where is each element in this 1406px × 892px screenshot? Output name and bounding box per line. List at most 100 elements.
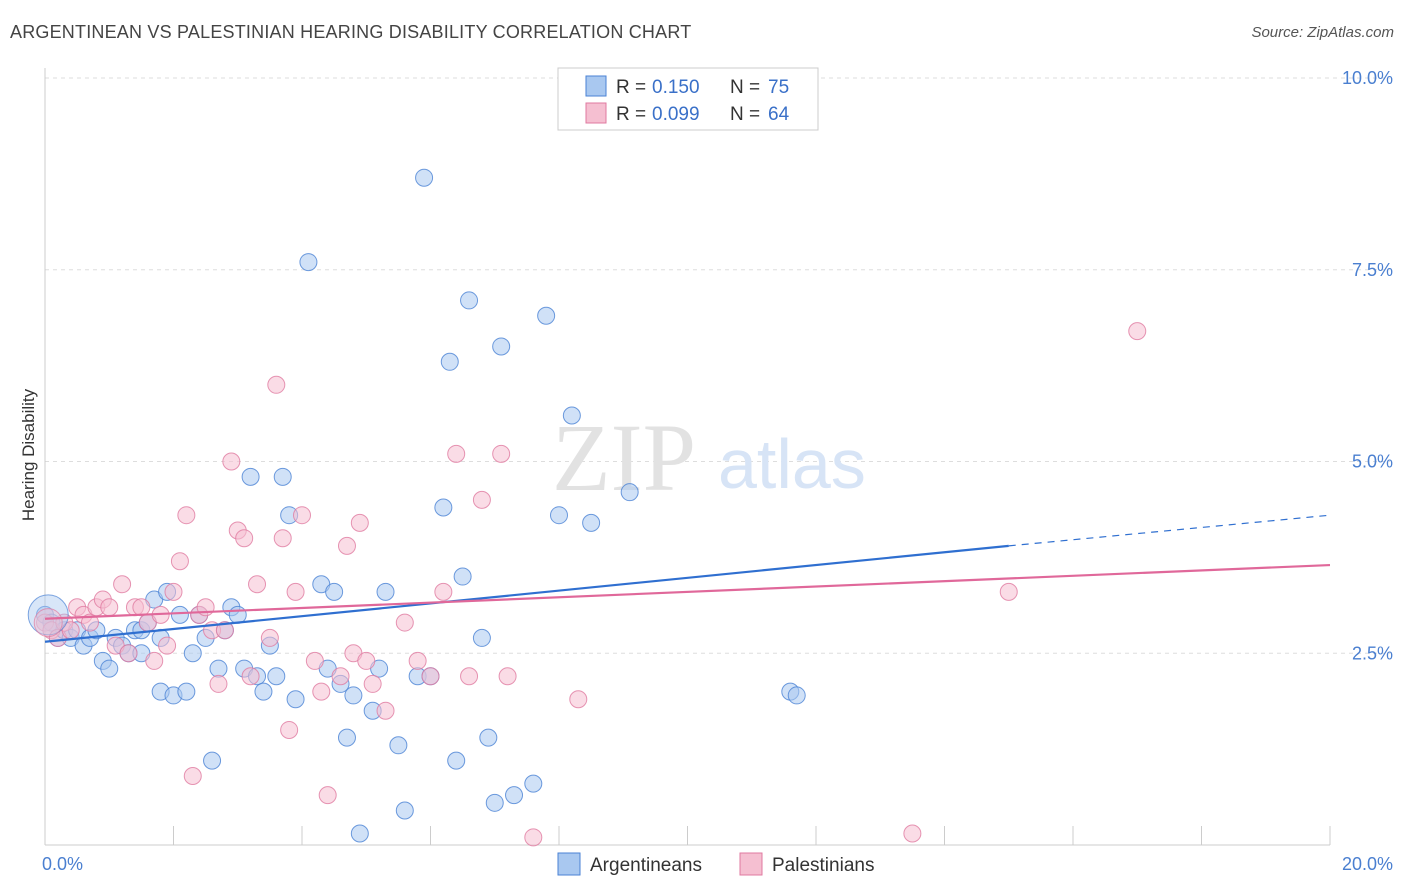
palestinian-point xyxy=(524,828,543,847)
bottom-legend-swatch-palestinians xyxy=(739,852,763,876)
argentinean-point xyxy=(440,352,459,371)
legend-r-label: R = xyxy=(616,104,646,125)
argentinean-point xyxy=(100,659,119,678)
argentinean-point xyxy=(562,406,581,425)
palestinian-point xyxy=(305,651,324,670)
argentinean-point xyxy=(350,824,369,843)
palestinian-point xyxy=(498,667,517,686)
palestinian-trend-line xyxy=(44,563,1331,620)
palestinian-point xyxy=(260,628,279,647)
data-points xyxy=(27,168,1147,847)
argentinean-cluster-point xyxy=(27,594,69,636)
argentinean-point xyxy=(389,736,408,755)
argentinean-point xyxy=(479,728,498,747)
watermark-atlas: atlas xyxy=(718,425,866,503)
palestinian-point xyxy=(312,682,331,701)
argentinean-point xyxy=(267,667,286,686)
palestinian-point xyxy=(241,667,260,686)
palestinian-point xyxy=(209,674,228,693)
y-tick-label: 5.0% xyxy=(1352,452,1393,472)
palestinian-point xyxy=(350,513,369,532)
bottom-legend-swatch-argentineans xyxy=(557,852,581,876)
argentinean-point xyxy=(241,467,260,486)
palestinian-point xyxy=(145,651,164,670)
palestinian-point xyxy=(1128,322,1147,341)
bottom-legend-argentineans: Argentineans xyxy=(590,855,702,876)
argentinean-trend-line xyxy=(44,544,1009,643)
argentinean-point xyxy=(376,582,395,601)
argentinean-point xyxy=(447,751,466,770)
argentinean-point xyxy=(183,644,202,663)
palestinian-point xyxy=(235,529,254,548)
legend-swatch-argentineans xyxy=(585,75,607,97)
palestinian-point xyxy=(408,651,427,670)
source-label: Source: ZipAtlas.com xyxy=(1251,24,1394,41)
x-tick-labels: 0.0% 20.0% xyxy=(42,854,1393,874)
palestinian-point xyxy=(363,674,382,693)
argentinean-point xyxy=(337,728,356,747)
palestinian-point xyxy=(183,766,202,785)
palestinian-point xyxy=(273,529,292,548)
y-tick-label: 7.5% xyxy=(1352,260,1393,280)
argentinean-point xyxy=(325,582,344,601)
argentinean-point xyxy=(582,513,601,532)
trend-lines xyxy=(44,514,1331,643)
argentinean-point xyxy=(485,793,504,812)
argentinean-point xyxy=(524,774,543,793)
palestinian-point xyxy=(447,444,466,463)
legend-swatch-palestinians xyxy=(585,102,607,124)
argentinean-point xyxy=(492,337,511,356)
grid xyxy=(45,77,1390,654)
y-tick-label: 10.0% xyxy=(1342,68,1393,88)
argentinean-point xyxy=(273,467,292,486)
palestinian-point xyxy=(267,375,286,394)
axes xyxy=(44,68,1331,846)
palestinian-point xyxy=(331,667,350,686)
palestinian-point xyxy=(158,636,177,655)
y-axis-label: Hearing Disability xyxy=(19,388,38,521)
argentinean-point xyxy=(472,628,491,647)
palestinian-point xyxy=(293,506,311,525)
palestinian-point xyxy=(569,690,588,709)
legend-n-label: N = xyxy=(730,104,760,125)
palestinian-point xyxy=(492,444,511,463)
palestinian-point xyxy=(222,452,241,471)
argentinean-point xyxy=(434,498,453,517)
argentinean-point xyxy=(505,786,524,805)
palestinian-point xyxy=(421,667,440,686)
palestinian-point xyxy=(177,506,196,525)
palestinian-point xyxy=(80,613,99,632)
argentinean-point xyxy=(228,605,247,624)
palestinian-point xyxy=(170,552,189,571)
top-legend: R = 0.150 N = 75 R = 0.099 N = 64 xyxy=(557,67,819,131)
palestinian-point xyxy=(395,613,414,632)
palestinian-point xyxy=(472,490,491,509)
argentinean-point xyxy=(395,801,414,820)
legend-r-label: R = xyxy=(616,77,646,98)
palestinian-point xyxy=(248,575,267,594)
palestinian-point xyxy=(100,598,119,617)
palestinian-cluster-point xyxy=(33,608,63,638)
palestinian-point xyxy=(286,582,305,601)
argentinean-point xyxy=(254,682,273,701)
y-tick-labels: 2.5% 5.0% 7.5% 10.0% xyxy=(1342,68,1393,663)
palestinian-point xyxy=(280,720,299,739)
legend-n-value: 75 xyxy=(768,77,789,98)
argentinean-point xyxy=(177,682,196,701)
palestinian-point xyxy=(164,582,183,601)
palestinian-point xyxy=(357,651,376,670)
palestinian-point xyxy=(119,644,138,663)
palestinian-point xyxy=(215,621,234,640)
argentinean-point xyxy=(620,483,639,502)
palestinian-point xyxy=(132,598,151,617)
legend-r-value: 0.150 xyxy=(652,77,700,98)
argentinean-point xyxy=(286,690,305,709)
argentinean-point xyxy=(209,659,228,678)
palestinian-point xyxy=(113,575,132,594)
chart-title: ARGENTINEAN VS PALESTINIAN HEARING DISAB… xyxy=(10,22,692,42)
bottom-legend-palestinians: Palestinians xyxy=(772,855,874,876)
x-tick-label: 0.0% xyxy=(42,854,83,874)
argentinean-point xyxy=(460,291,479,310)
argentinean-point xyxy=(453,567,472,586)
argentinean-point xyxy=(203,751,222,770)
